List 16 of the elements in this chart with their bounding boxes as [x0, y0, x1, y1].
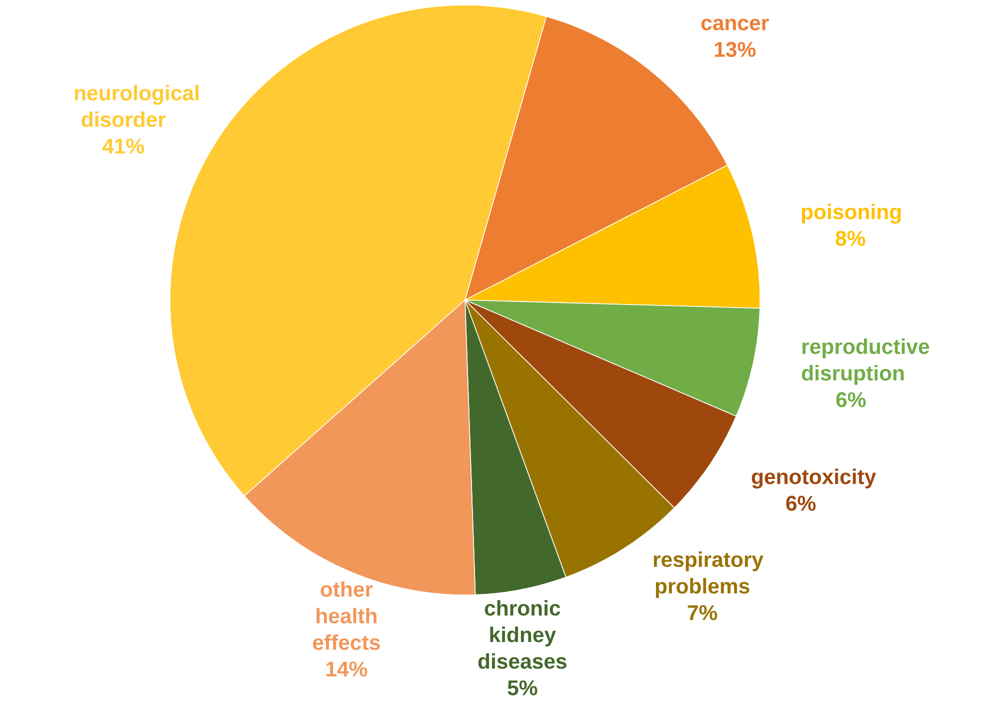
slice-label: reproductive disruption	[802, 338, 930, 385]
data-label: 8%	[836, 230, 866, 246]
data-label: 6%	[786, 496, 816, 511]
data-label: 13%	[714, 42, 756, 57]
slice-label: other health effects	[313, 581, 380, 650]
slice-label: genotoxicity	[752, 468, 876, 489]
slice-label: poisoning	[802, 204, 901, 224]
slice-label: chronic kidney diseases	[478, 600, 566, 669]
data-label: 5%	[508, 680, 538, 696]
data-label: 41%	[102, 138, 144, 154]
data-label: 7%	[688, 605, 718, 620]
slice-label: cancer	[701, 18, 769, 30]
data-label: 14%	[326, 662, 368, 677]
data-label: 6%	[836, 392, 866, 408]
slice-label: respiratory problems	[654, 551, 764, 598]
slice-label: neurological disorder	[74, 84, 198, 128]
